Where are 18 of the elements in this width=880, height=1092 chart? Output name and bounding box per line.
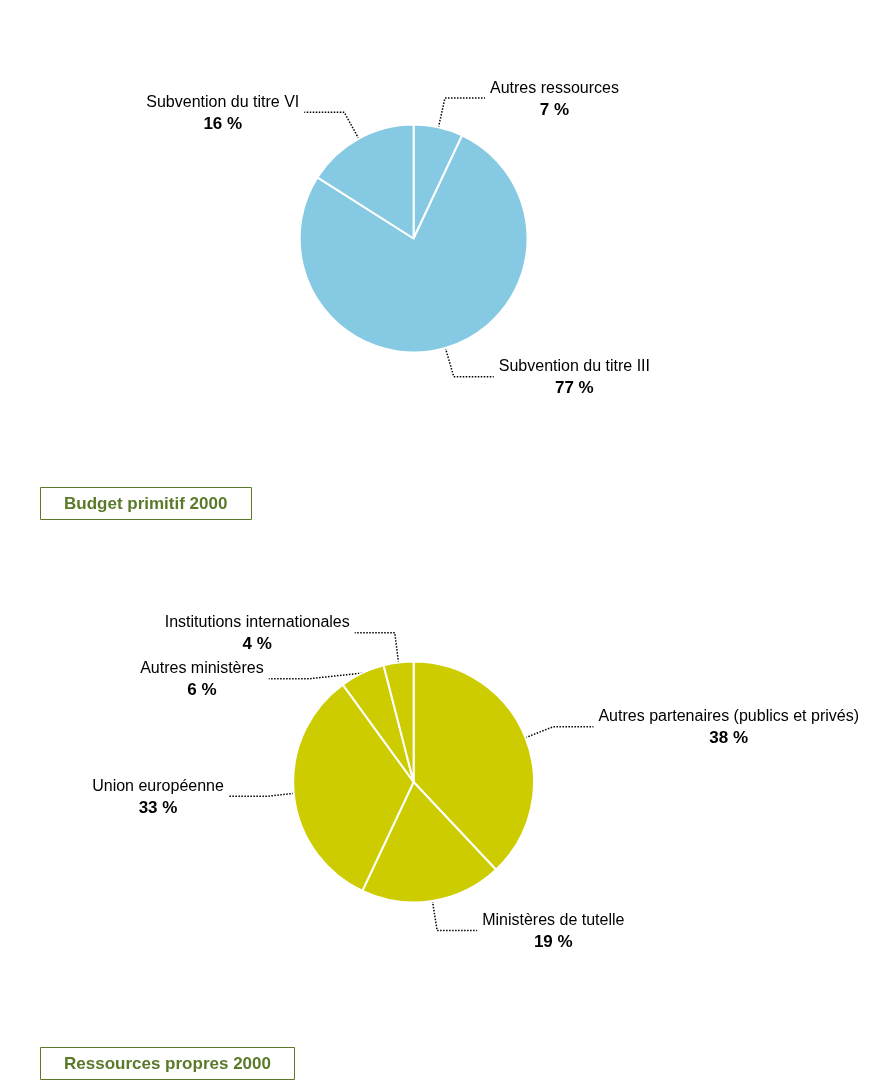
slice-label: Union européenne	[92, 776, 224, 794]
data-label: 7 %	[539, 99, 570, 119]
text: Budget primitif 2000	[64, 494, 228, 513]
text: Ressources propres 2000	[64, 1054, 271, 1073]
data-label: 38 %	[709, 728, 749, 748]
data-label: 4 %	[242, 634, 272, 654]
slice-label: Subvention du titre VI	[146, 92, 300, 110]
slice-label: Autres partenaires (publics et privés)	[598, 707, 859, 725]
data-label: 19 %	[533, 932, 573, 952]
slice-label: Ministères de tutelle	[482, 911, 625, 929]
slice-label: Institutions internationales	[164, 613, 350, 631]
slice-label: Subvention du titre III	[498, 357, 650, 375]
data-label: 6 %	[187, 680, 217, 700]
data-label: 16 %	[203, 113, 243, 133]
data-label: 77 %	[554, 378, 594, 398]
slice-label: Autres ministères	[140, 659, 264, 677]
data-label: 33 %	[138, 797, 178, 817]
slice-label: Autres ressources	[490, 78, 619, 96]
